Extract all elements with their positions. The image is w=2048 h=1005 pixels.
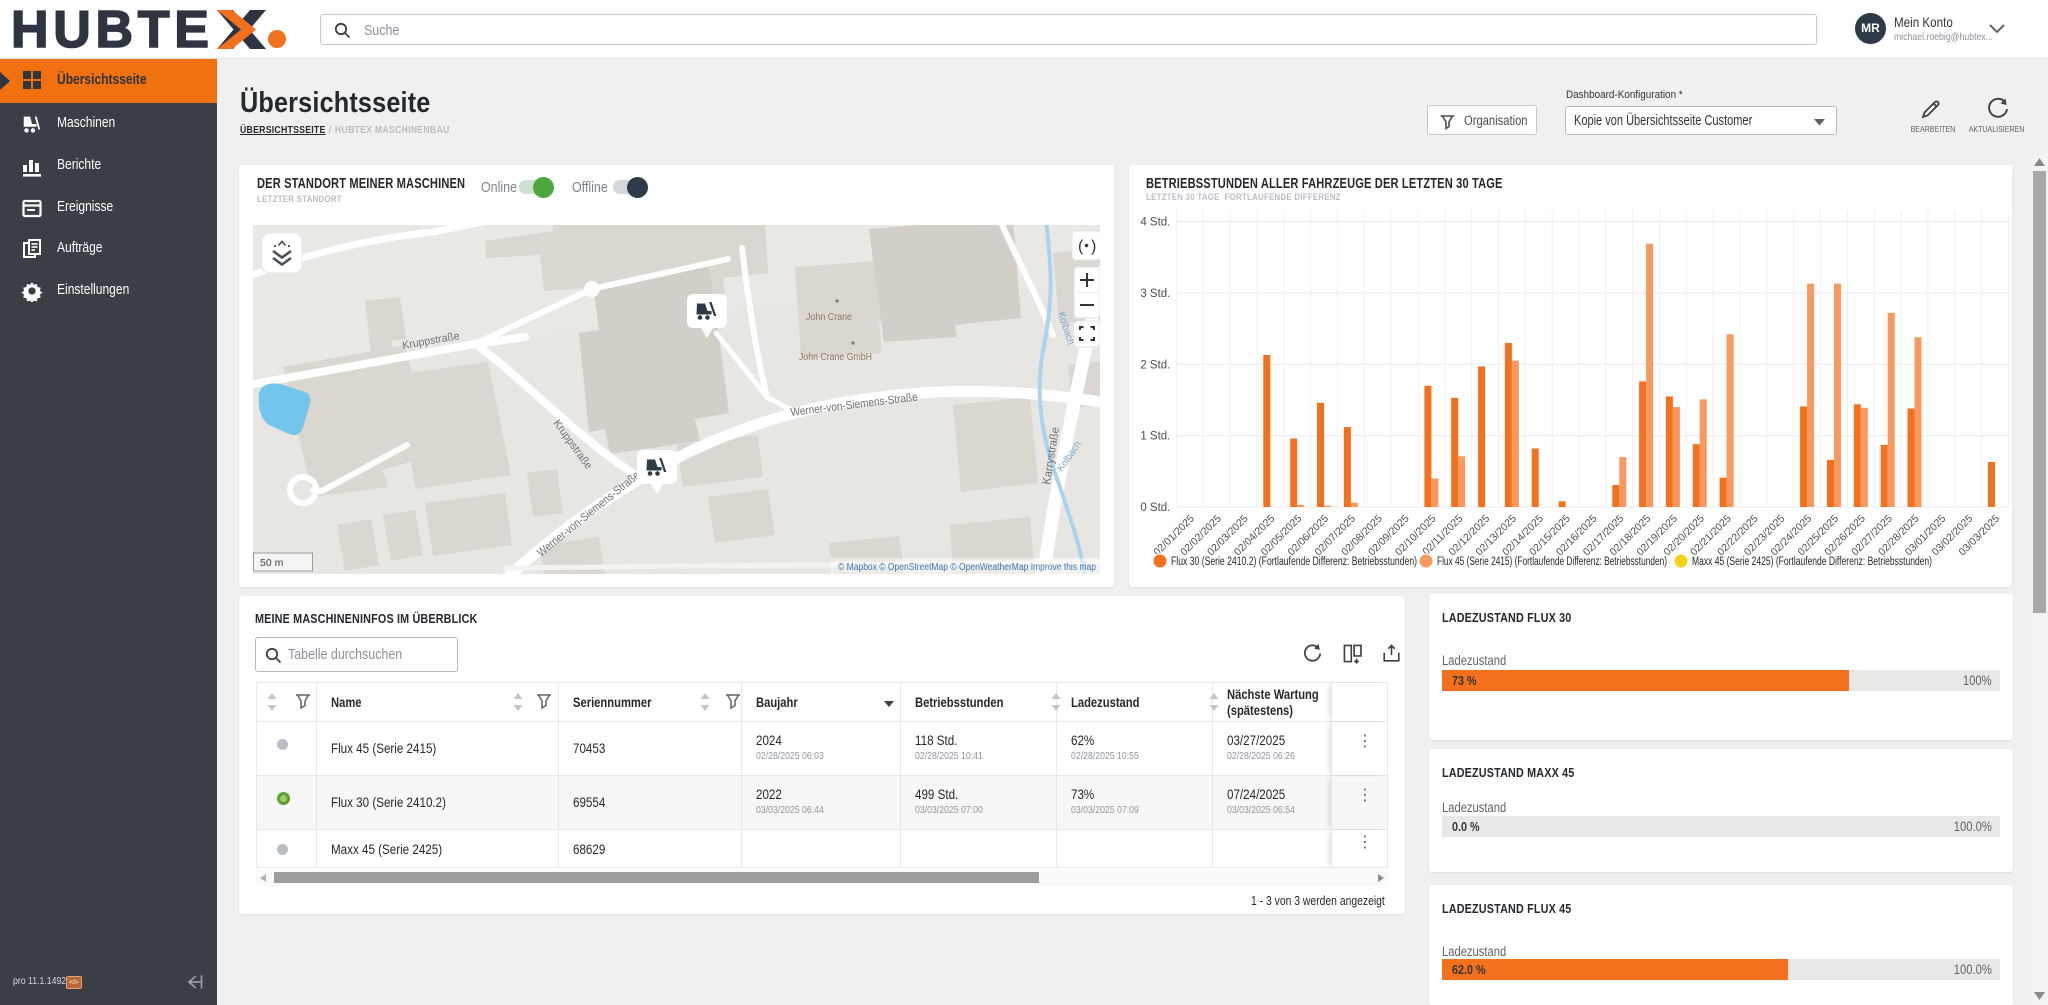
svg-text:1 Std.: 1 Std.	[1140, 431, 1170, 443]
svg-text:2 Std.: 2 Std.	[1140, 359, 1170, 371]
svg-text:0 Std.: 0 Std.	[1140, 502, 1170, 514]
svg-text:© Mapbox © OpenStreetMap © Ope: © Mapbox © OpenStreetMap © OpenWeatherMa…	[838, 562, 1096, 573]
svg-text:John Crane GmbH: John Crane GmbH	[799, 352, 872, 363]
svg-text:(: (	[1078, 238, 1084, 255]
svg-text:Maxx 45 (Serie 2425) (Fortlauf: Maxx 45 (Serie 2425) (Fortlaufende Diffe…	[1692, 556, 1932, 568]
svg-text:3 Std.: 3 Std.	[1140, 288, 1170, 300]
svg-text:50 m: 50 m	[260, 557, 284, 569]
svg-text:): )	[1091, 238, 1096, 255]
svg-text:John Crane: John Crane	[806, 312, 852, 323]
svg-text:Flux 30 (Serie 2410.2) (Fortla: Flux 30 (Serie 2410.2) (Fortlaufende Dif…	[1171, 556, 1417, 568]
svg-text:4 Std.: 4 Std.	[1140, 217, 1170, 229]
svg-text:HUBTE: HUBTE	[13, 6, 214, 53]
svg-text:Flux 45 (Serie 2415) (Fortlauf: Flux 45 (Serie 2415) (Fortlaufende Diffe…	[1437, 556, 1667, 568]
